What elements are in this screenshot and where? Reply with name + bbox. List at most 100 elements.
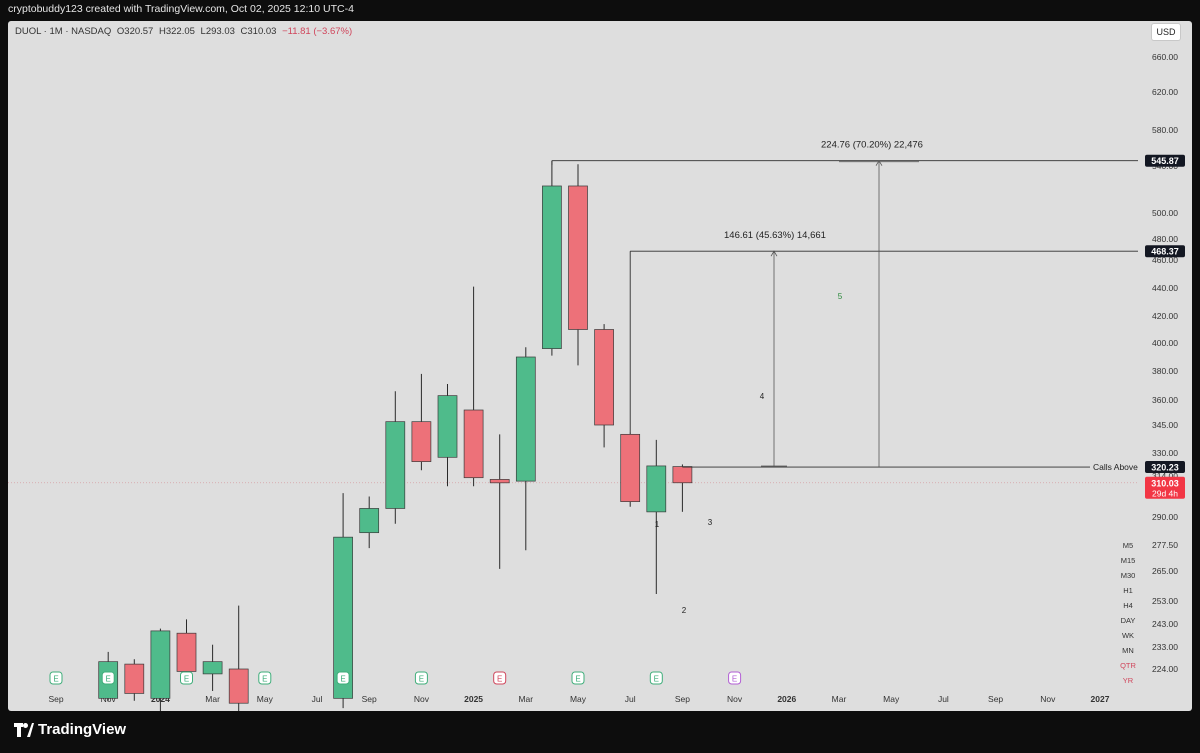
candle-body xyxy=(176,632,197,672)
x-tick-label: 2027 xyxy=(1091,694,1110,704)
earnings-marker-label: E xyxy=(575,675,580,684)
price-chart[interactable]: Sep Nov 2024 Mar May Jul Sep Nov 2025 Mar May Jul Se… xyxy=(8,21,1192,711)
currency-button[interactable]: USD xyxy=(1152,24,1180,40)
x-tick-label: Jul xyxy=(938,694,949,704)
earnings-marker xyxy=(649,671,663,685)
earnings-marker xyxy=(493,671,507,685)
publish-info: cryptobuddy123 created with TradingView.… xyxy=(8,3,354,15)
x-tick-label: Mar xyxy=(518,694,533,704)
earnings-marker-label: E xyxy=(106,675,111,684)
wave-label: 5 xyxy=(838,292,843,301)
candle-body xyxy=(333,536,353,699)
x-tick-label: Mar xyxy=(205,694,220,704)
x-tick-label: May xyxy=(570,694,587,704)
chart-area[interactable]: Sep Nov 2024 Mar May Jul Sep Nov 2025 Mar May Jul Se… xyxy=(8,21,1192,711)
brand-name: TradingView xyxy=(38,721,127,738)
timeframe-day[interactable]: DAY xyxy=(1120,616,1136,625)
x-tick-label: 2026 xyxy=(777,694,796,704)
y-tick-label: 243.00 xyxy=(1152,619,1178,629)
y-tick-label: 314.00 xyxy=(1152,471,1178,481)
timeframe-wk[interactable]: WK xyxy=(1121,631,1135,640)
earnings-marker-label: E xyxy=(184,675,189,684)
y-tick-label: 480.00 xyxy=(1152,234,1178,244)
x-tick-label: Sep xyxy=(675,694,690,704)
earnings-marker xyxy=(258,671,272,685)
price-axis-label: 468.37 xyxy=(1151,247,1179,257)
tradingview-logo-icon xyxy=(14,723,34,737)
candle-body xyxy=(359,508,380,534)
timeframe-yr[interactable]: YR xyxy=(1122,676,1134,685)
candle-body xyxy=(672,466,693,484)
candle-body xyxy=(568,185,588,330)
timeframe-h4[interactable]: H4 xyxy=(1123,601,1133,610)
y-tick-label: 360.00 xyxy=(1152,395,1178,405)
y-tick-label: 380.00 xyxy=(1152,366,1178,376)
timeframe-m15[interactable]: M15 xyxy=(1120,556,1136,565)
x-tick-label: Sep xyxy=(362,694,377,704)
timeframe-qtr[interactable]: QTR xyxy=(1120,661,1136,670)
earnings-marker-label: E xyxy=(654,675,659,684)
earnings-marker xyxy=(728,671,742,685)
candle-body xyxy=(489,479,510,484)
price-axis-label-box xyxy=(1145,154,1185,167)
earnings-marker-label: E xyxy=(732,675,737,684)
x-tick-label: Nov xyxy=(1040,694,1056,704)
candle-body xyxy=(620,433,641,502)
y-tick-label: 265.00 xyxy=(1152,566,1178,576)
wave-label: 3 xyxy=(708,518,713,527)
earnings-marker xyxy=(101,671,115,685)
y-tick-label: 420.00 xyxy=(1152,311,1178,321)
measure-arrow-1 xyxy=(770,250,778,257)
earnings-marker-label: E xyxy=(497,675,502,684)
change-value: −11.81 (−3.67%) xyxy=(282,26,353,37)
x-tick-label: Sep xyxy=(48,694,63,704)
candle-body xyxy=(515,356,536,482)
candle-body xyxy=(124,663,145,694)
candle-body xyxy=(228,668,249,704)
wave-label: 2 xyxy=(682,606,687,615)
y-tick-label: 620.00 xyxy=(1152,87,1178,97)
candle-body xyxy=(411,421,432,462)
x-tick-label: May xyxy=(883,694,900,704)
y-tick-label: 500.00 xyxy=(1152,208,1178,218)
timeframe-h1[interactable]: H1 xyxy=(1123,586,1133,595)
earnings-marker xyxy=(336,671,350,685)
price-axis-label: 310.03 xyxy=(1151,478,1179,488)
y-tick-label: 253.00 xyxy=(1152,596,1178,606)
x-tick-label: Jul xyxy=(312,694,323,704)
x-tick-label: Sep xyxy=(988,694,1003,704)
high-value: H322.05 xyxy=(158,26,195,37)
symbol-label: DUOL · 1M · NASDAQ xyxy=(15,26,112,37)
timeframe-m5[interactable]: M5 xyxy=(1122,541,1134,550)
measure-label-1: 146.61 (45.63%) 14,661 xyxy=(724,230,826,241)
x-tick-label: 2025 xyxy=(464,694,483,704)
price-axis-label: 545.87 xyxy=(1151,156,1179,166)
y-tick-label: 580.00 xyxy=(1152,125,1178,135)
y-tick-label: 290.00 xyxy=(1152,512,1178,522)
earnings-marker xyxy=(49,671,63,685)
wave-label: 1 xyxy=(655,520,660,529)
calls-above-label: Calls Above xyxy=(1093,462,1138,472)
earnings-marker xyxy=(414,671,428,685)
measure-label-2: 224.76 (70.20%) 22,476 xyxy=(821,140,923,151)
x-tick-label: Mar xyxy=(832,694,847,704)
wave-label: 4 xyxy=(760,392,765,401)
ohlc-legend: DUOL · 1M · NASDAQ O320.57 H322.05 L293.… xyxy=(15,26,352,37)
price-axis-label: 320.23 xyxy=(1151,463,1179,473)
y-tick-label: 224.00 xyxy=(1152,664,1178,674)
y-tick-label: 660.00 xyxy=(1152,52,1178,62)
candle-body xyxy=(437,395,458,458)
bar-countdown-label: 29d 4h xyxy=(1152,488,1178,498)
earnings-marker-label: E xyxy=(53,675,58,684)
timeframe-mn[interactable]: MN xyxy=(1122,646,1134,655)
x-tick-label: Nov xyxy=(414,694,430,704)
open-value: O320.57 xyxy=(116,26,154,37)
earnings-marker xyxy=(180,671,193,685)
earnings-marker xyxy=(571,671,585,685)
timeframe-m30[interactable]: M30 xyxy=(1120,571,1136,580)
y-tick-label: 400.00 xyxy=(1152,338,1178,348)
y-tick-label: 345.00 xyxy=(1152,420,1178,430)
low-value: L293.03 xyxy=(200,26,235,37)
candle-body xyxy=(150,630,171,699)
y-tick-label: 460.00 xyxy=(1152,255,1178,265)
